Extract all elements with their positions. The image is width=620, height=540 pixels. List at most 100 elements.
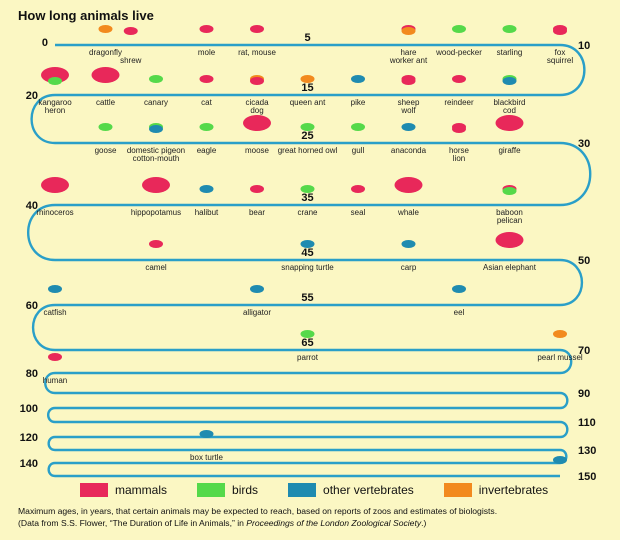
bear-label: bear — [249, 208, 265, 217]
caption: Maximum ages, in years, that certain ani… — [18, 505, 608, 529]
lion-silhouette — [452, 125, 466, 133]
blackbird-label: blackbird — [493, 98, 525, 107]
animal-moose: moose — [243, 115, 271, 155]
great-horned-owl-silhouette — [300, 123, 315, 131]
year-mark-35: 35 — [301, 192, 313, 204]
legend-label-birds: birds — [232, 483, 259, 497]
moose-label: moose — [245, 146, 270, 155]
giant-tortoise-silhouette — [553, 456, 567, 464]
animal-squirrel: squirrel — [547, 27, 573, 65]
legend-item-invertebrates: invertebrates — [443, 483, 549, 497]
pike-silhouette — [351, 75, 365, 83]
reindeer-label: reindeer — [444, 98, 474, 107]
legend-item-other-vertebrates: other vertebrates — [288, 483, 414, 497]
animal-whale: whale — [394, 177, 423, 217]
caption-source-suffix: .) — [421, 518, 427, 528]
year-mark-60: 60 — [26, 300, 38, 312]
crane-silhouette — [300, 185, 315, 193]
year-mark-0: 0 — [42, 37, 48, 49]
year-mark-55: 55 — [301, 292, 313, 304]
halibut-label: halibut — [195, 208, 219, 217]
cotton-mouth-label: cotton-mouth — [133, 154, 180, 163]
goose-silhouette — [98, 123, 113, 131]
baboon-label: baboon — [496, 208, 523, 217]
wood-pecker-label: wood-pecker — [435, 48, 482, 57]
year-mark-45: 45 — [301, 247, 313, 259]
animal-bear: bear — [249, 185, 265, 217]
pike-label: pike — [351, 98, 366, 107]
gull-label: gull — [352, 146, 365, 155]
human-silhouette — [48, 353, 62, 361]
year-mark-90: 90 — [578, 388, 590, 400]
fox-label: fox — [555, 48, 566, 57]
cicada-label: cicada — [245, 98, 269, 107]
legend-swatch-mammals — [80, 483, 108, 497]
kangaroo-label: kangaroo — [38, 98, 72, 107]
pelican-label: pelican — [497, 216, 522, 225]
legend-swatch-birds — [197, 483, 226, 497]
legend: mammals birds other vertebrates inverteb… — [80, 483, 578, 497]
hippopotamus-label: hippopotamus — [131, 208, 181, 217]
animal-pike: pike — [351, 75, 366, 107]
anaconda-silhouette — [401, 123, 416, 131]
queen-ant-silhouette — [300, 75, 315, 83]
eagle-silhouette — [199, 123, 214, 131]
legend-label-invertebrates: invertebrates — [478, 483, 549, 497]
animal-cod: cod — [502, 77, 517, 115]
lion-label: lion — [453, 154, 465, 163]
year-mark-50: 50 — [578, 255, 590, 267]
asian-elephant-silhouette — [495, 232, 524, 248]
animal-wolf: wolf — [400, 77, 416, 115]
year-mark-150: 150 — [578, 471, 596, 480]
catfish-silhouette — [48, 285, 62, 293]
cod-silhouette — [502, 77, 517, 85]
year-mark-110: 110 — [578, 417, 596, 429]
halibut-silhouette — [199, 185, 214, 193]
year-mark-70: 70 — [578, 345, 590, 357]
seal-silhouette — [351, 185, 365, 193]
year-mark-100: 100 — [20, 403, 38, 415]
animal-queen-ant: queen ant — [290, 75, 326, 107]
heron-silhouette — [48, 77, 62, 85]
heron-label: heron — [45, 106, 65, 115]
animal-giant-tortoise: giant tortoise — [537, 456, 583, 480]
animal-hippopotamus: hippopotamus — [131, 177, 181, 217]
year-mark-25: 25 — [301, 130, 313, 142]
dog-label: dog — [250, 106, 263, 115]
animal-cat: cat — [199, 75, 214, 107]
animal-gull: gull — [351, 123, 365, 155]
hippopotamus-silhouette — [142, 177, 170, 193]
legend-item-mammals: mammals — [80, 483, 167, 497]
squirrel-label: squirrel — [547, 56, 573, 65]
whale-silhouette — [394, 177, 423, 193]
animal-worker-ant: worker ant — [389, 27, 428, 65]
legend-label-mammals: mammals — [115, 483, 168, 497]
animal-parrot: parrot — [297, 330, 319, 362]
animal-rat-mouse: rat, mouse — [238, 25, 276, 57]
bear-silhouette — [250, 185, 264, 193]
chart-title: How long animals live — [18, 8, 154, 23]
year-mark-20: 20 — [26, 90, 38, 102]
caption-journal: Proceedings of the London Zoological Soc… — [246, 518, 422, 528]
reindeer-silhouette — [452, 75, 466, 83]
caption-line-2: (Data from S.S. Flower, “The Duration of… — [18, 517, 608, 529]
animal-giraffe: giraffe — [495, 115, 524, 155]
cattle-label: cattle — [96, 98, 116, 107]
shrew-silhouette — [123, 27, 138, 35]
canary-label: canary — [144, 98, 168, 107]
wood-pecker-silhouette — [452, 25, 466, 33]
carp-label: carp — [401, 263, 417, 272]
dragonfly-silhouette — [98, 25, 113, 33]
legend-swatch-invertebrates — [443, 483, 472, 497]
timeline-track — [26, 43, 592, 478]
starling-label: starling — [497, 48, 523, 57]
box-turtle-label: box turtle — [190, 453, 223, 462]
giraffe-label: giraffe — [498, 146, 521, 155]
animal-camel: camel — [145, 240, 167, 272]
animal-eagle: eagle — [197, 123, 217, 155]
animal-catfish: catfish — [43, 285, 67, 317]
animal-eel: eel — [452, 285, 466, 317]
animal-pelican: pelican — [497, 187, 522, 225]
giant-tortoise-label: giant tortoise — [537, 479, 583, 480]
wolf-silhouette — [401, 77, 416, 85]
